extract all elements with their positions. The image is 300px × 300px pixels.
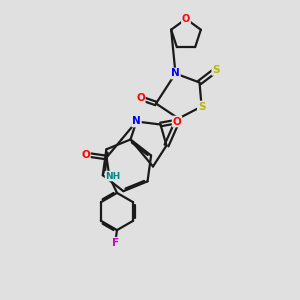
- Text: O: O: [172, 116, 182, 127]
- Text: N: N: [132, 116, 141, 127]
- Text: NH: NH: [106, 172, 121, 181]
- Text: N: N: [171, 68, 180, 79]
- Text: S: S: [212, 65, 220, 75]
- Text: S: S: [198, 101, 205, 112]
- Text: O: O: [182, 14, 190, 24]
- Text: O: O: [136, 93, 145, 103]
- Text: F: F: [112, 238, 119, 248]
- Text: O: O: [81, 149, 90, 160]
